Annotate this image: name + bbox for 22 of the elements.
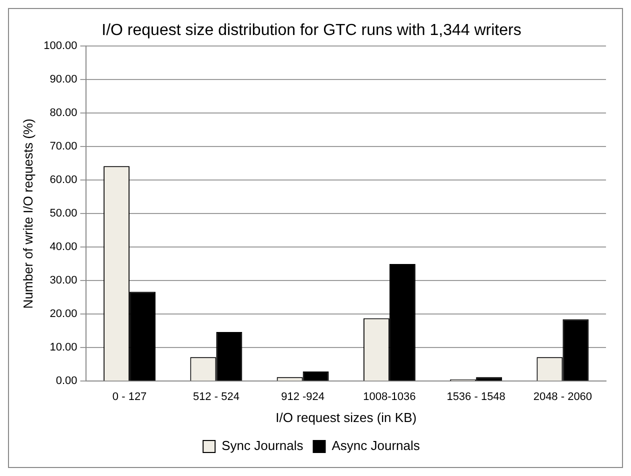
- y-tick-label: 90.00: [50, 74, 78, 86]
- y-tick-label: 10.00: [50, 342, 78, 354]
- x-tick-label: 912 -924: [281, 390, 325, 403]
- x-tick-label: 512 - 524: [192, 390, 240, 403]
- x-tick-label: 2048 - 2060: [533, 390, 592, 403]
- y-tick-label: 100.00: [44, 40, 78, 52]
- x-tick-label: 0 - 127: [112, 390, 147, 403]
- chart-title: I/O request size distribution for GTC runs with 1,344 writers: [102, 22, 522, 40]
- y-tick-label: 20.00: [50, 308, 78, 320]
- x-tick-label: 1536 - 1548: [446, 390, 506, 403]
- x-tick-label: 1008-1036: [363, 390, 416, 403]
- y-axis-title: Number of write I/O requests (%): [20, 118, 36, 309]
- y-tick-label: 50.00: [50, 208, 78, 220]
- y-tick-label: 30.00: [50, 274, 78, 287]
- y-tick-label: 70.00: [50, 140, 78, 153]
- legend-label: Sync Journals: [222, 438, 304, 454]
- y-tick-label: 40.00: [50, 241, 78, 254]
- y-tick-label: 80.00: [50, 107, 78, 120]
- y-tick-label: 60.00: [50, 174, 78, 186]
- legend-label: Async Journals: [332, 438, 420, 454]
- y-tick-label: 0.00: [56, 375, 78, 388]
- x-axis-title: I/O request sizes (in KB): [276, 410, 417, 425]
